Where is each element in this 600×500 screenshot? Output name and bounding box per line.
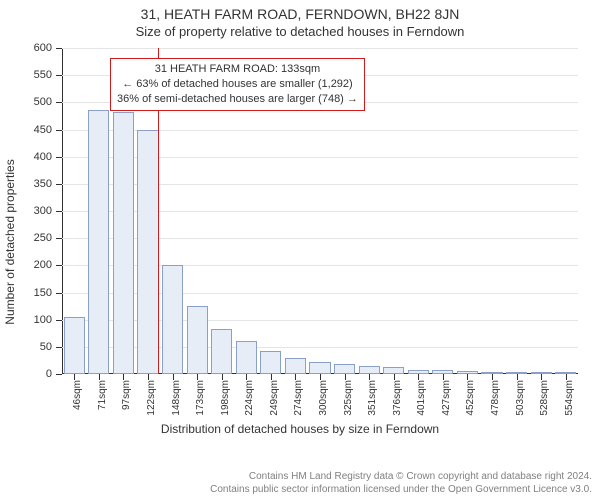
histogram-bar (64, 317, 85, 374)
ytick-mark (56, 374, 62, 375)
histogram-bar (236, 341, 257, 374)
histogram-bar (309, 362, 330, 374)
histogram-bar (88, 110, 109, 374)
xtick-label: 478sqm (490, 380, 501, 416)
xtick-label: 224sqm (244, 380, 255, 416)
ytick-label: 550 (34, 69, 52, 81)
ytick-mark (56, 238, 62, 239)
histogram-bar (285, 358, 306, 374)
footer-attribution: Contains HM Land Registry data © Crown c… (210, 470, 592, 496)
footer-line-1: Contains HM Land Registry data © Crown c… (210, 470, 592, 483)
ytick-mark (56, 75, 62, 76)
ytick-mark (56, 320, 62, 321)
footer-line-2: Contains public sector information licen… (210, 483, 592, 496)
callout-line: 31 HEATH FARM ROAD: 133sqm (117, 62, 358, 77)
x-axis-label: Distribution of detached houses by size … (0, 422, 600, 436)
callout-line: 36% of semi-detached houses are larger (… (117, 92, 358, 107)
ytick-mark (56, 265, 62, 266)
xtick-label: 198sqm (220, 380, 231, 416)
histogram-bar (359, 366, 380, 374)
ytick-label: 0 (46, 368, 52, 380)
xtick-label: 300sqm (318, 380, 329, 416)
ytick-label: 150 (34, 287, 52, 299)
xtick-label: 452sqm (465, 380, 476, 416)
xtick-label: 325sqm (343, 380, 354, 416)
xtick-label: 503sqm (515, 380, 526, 416)
histogram-bar (187, 306, 208, 374)
page-title: 31, HEATH FARM ROAD, FERNDOWN, BH22 8JN (0, 0, 600, 22)
xtick-label: 97sqm (121, 380, 132, 410)
xtick-label: 274sqm (293, 380, 304, 416)
xtick-label: 554sqm (564, 380, 575, 416)
ytick-mark (56, 293, 62, 294)
plot-area: 05010015020025030035040045050055060046sq… (62, 48, 578, 374)
callout-line: ← 63% of detached houses are smaller (1,… (117, 77, 358, 92)
xtick-label: 46sqm (72, 380, 83, 410)
y-axis-label: Number of detached properties (3, 159, 17, 324)
ytick-label: 500 (34, 96, 52, 108)
ytick-mark (56, 48, 62, 49)
xtick-label: 427sqm (441, 380, 452, 416)
xtick-label: 173sqm (195, 380, 206, 416)
xtick-label: 376sqm (392, 380, 403, 416)
chart-container: 31, HEATH FARM ROAD, FERNDOWN, BH22 8JN … (0, 0, 600, 500)
ytick-label: 450 (34, 124, 52, 136)
histogram-bar (211, 329, 232, 374)
ytick-label: 200 (34, 259, 52, 271)
ytick-label: 300 (34, 205, 52, 217)
histogram-bar (113, 112, 134, 374)
xtick-label: 249sqm (269, 380, 280, 416)
ytick-mark (56, 157, 62, 158)
callout-box: 31 HEATH FARM ROAD: 133sqm← 63% of detac… (110, 58, 365, 111)
histogram-bar (137, 130, 158, 375)
xtick-label: 351sqm (367, 380, 378, 416)
ytick-mark (56, 211, 62, 212)
histogram-bar (260, 351, 281, 374)
xtick-label: 148sqm (171, 380, 182, 416)
gridline (62, 48, 578, 49)
xtick-label: 401sqm (416, 380, 427, 416)
ytick-label: 400 (34, 151, 52, 163)
chart-subtitle: Size of property relative to detached ho… (0, 22, 600, 39)
ytick-mark (56, 347, 62, 348)
ytick-label: 600 (34, 42, 52, 54)
ytick-label: 50 (40, 341, 52, 353)
ytick-mark (56, 102, 62, 103)
ytick-label: 350 (34, 178, 52, 190)
ytick-label: 100 (34, 314, 52, 326)
ytick-mark (56, 184, 62, 185)
histogram-bar (162, 265, 183, 374)
chart-wrap: Number of detached properties 0501001502… (0, 44, 600, 440)
xtick-label: 71sqm (97, 380, 108, 410)
xtick-label: 528sqm (539, 380, 550, 416)
ytick-label: 250 (34, 232, 52, 244)
xtick-label: 122sqm (146, 380, 157, 416)
histogram-bar (334, 364, 355, 374)
ytick-mark (56, 130, 62, 131)
